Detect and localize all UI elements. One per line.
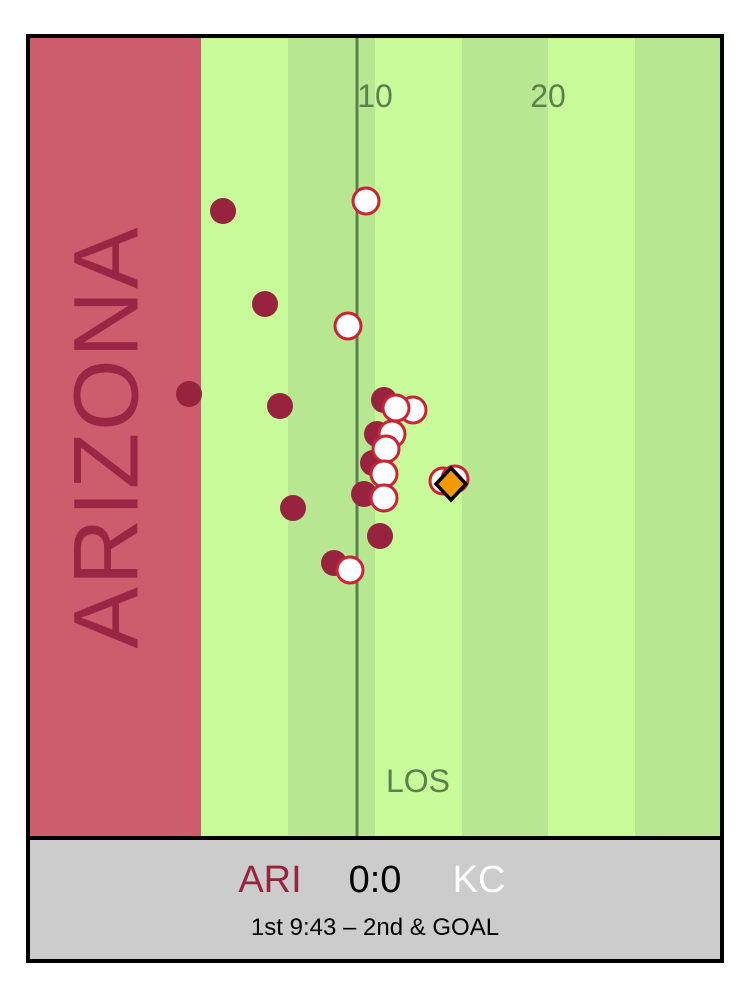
away-team-label: KC (453, 859, 506, 901)
football-marker (433, 465, 469, 503)
away-player (351, 186, 381, 216)
away-player (333, 311, 363, 341)
los-label: LOS (386, 763, 450, 799)
home-player (367, 523, 393, 549)
endzone-label: ARIZONA (55, 226, 157, 649)
game-status: 1st 9:43 – 2nd & GOAL (251, 914, 499, 941)
home-player (267, 393, 293, 419)
stripe (635, 36, 722, 838)
score-value: 0:0 (349, 859, 402, 901)
home-player (280, 495, 306, 521)
home-player (252, 291, 278, 317)
scoreboard-background (26, 836, 724, 963)
stripe (462, 36, 548, 838)
away-player (371, 434, 401, 464)
away-player (369, 483, 399, 513)
away-player (381, 393, 411, 423)
endzone (28, 36, 201, 838)
home-player (210, 198, 236, 224)
scoreboard: ARI 0:0 KC 1st 9:43 – 2nd & GOAL (26, 836, 724, 963)
stripe (288, 36, 375, 838)
home-player (176, 381, 202, 407)
stripe (548, 36, 635, 838)
yard-number-20: 20 (530, 78, 566, 114)
field-stripes (28, 36, 722, 838)
home-team-label: ARI (238, 859, 301, 901)
away-player (335, 555, 365, 585)
stripe (201, 36, 288, 838)
away-player (369, 459, 399, 489)
yard-number-10: 10 (357, 78, 393, 114)
